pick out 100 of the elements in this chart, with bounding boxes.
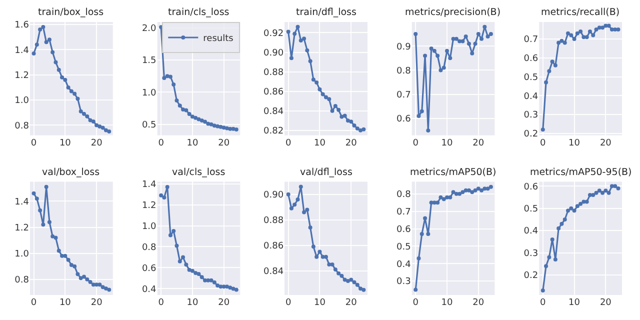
point (50, 50, 55, 54)
chart-title: metrics/mAP50-95(B) (530, 167, 632, 178)
point (82, 274, 86, 279)
point (286, 30, 290, 34)
point (54, 236, 58, 240)
point (76, 272, 80, 276)
point (165, 184, 170, 189)
point (289, 56, 294, 60)
point (296, 198, 300, 202)
point (342, 278, 347, 282)
point (88, 280, 92, 284)
chart-title: metrics/recall(B) (541, 7, 620, 18)
point (597, 188, 602, 193)
point (556, 226, 561, 230)
point (324, 95, 328, 100)
point (466, 188, 471, 192)
point (168, 74, 172, 79)
point (94, 123, 99, 128)
point (578, 202, 583, 206)
point (480, 36, 484, 41)
point (187, 112, 192, 116)
point (604, 24, 608, 28)
point (34, 42, 39, 47)
point (32, 191, 36, 196)
point (432, 48, 436, 53)
point (41, 222, 46, 227)
y-tick-label: 1.2 (14, 71, 29, 82)
point (69, 89, 74, 94)
point (575, 204, 580, 208)
point (44, 184, 48, 189)
point (352, 280, 356, 284)
y-tick-label: 0.5 (142, 120, 156, 130)
y-tick-label: 1.0 (142, 88, 157, 98)
y-tick-label: 1.0 (14, 249, 30, 260)
point (174, 98, 179, 103)
x-tick-label: 10 (441, 298, 453, 308)
point (572, 208, 576, 213)
point (423, 216, 428, 220)
y-tick-label: 1.4 (142, 180, 157, 190)
point (420, 109, 424, 114)
point (196, 117, 201, 122)
point (429, 46, 434, 51)
point (311, 78, 316, 82)
y-tick-label: 0.5 (524, 72, 538, 83)
point (544, 80, 548, 84)
point (196, 272, 201, 276)
point (298, 184, 303, 189)
y-tick-label: 1.4 (14, 197, 30, 208)
point (358, 128, 363, 132)
y-tick-label: 0.88 (264, 216, 284, 226)
point (480, 188, 484, 192)
point (228, 286, 232, 290)
chart-title: train/dfl_loss (296, 7, 356, 18)
point (56, 68, 61, 72)
y-tick-label: 1.4 (14, 46, 30, 56)
chart-title: metrics/mAP50(B) (410, 167, 496, 178)
point (355, 126, 360, 130)
point (594, 190, 598, 195)
point (482, 186, 487, 191)
point (416, 256, 421, 260)
point (85, 277, 90, 282)
point (327, 262, 332, 266)
y-tick-label: 0.4 (524, 92, 538, 102)
x-tick-label: 10 (186, 298, 198, 308)
point (584, 200, 589, 204)
point (178, 104, 182, 108)
point (314, 254, 319, 259)
point (314, 80, 319, 85)
point (340, 274, 344, 278)
y-tick-label: 0.84 (264, 107, 284, 118)
legend-label: results (203, 34, 234, 44)
y-tick-label: 1.0 (142, 222, 157, 232)
point (305, 208, 310, 212)
y-tick-label: 0.7 (524, 35, 538, 46)
point (66, 258, 70, 262)
point (318, 87, 322, 92)
x-tick-label: 10 (568, 298, 580, 308)
point (216, 124, 220, 128)
point (85, 114, 90, 118)
point (540, 288, 545, 293)
y-tick-label: 0.3 (524, 248, 538, 259)
y-tick-label: 0.88 (264, 68, 284, 78)
x-tick-label: 20 (345, 138, 358, 148)
x-tick-label: 10 (59, 138, 72, 148)
point (458, 192, 462, 196)
point (162, 76, 166, 80)
point (473, 42, 478, 46)
point (436, 200, 440, 205)
y-tick-label: 0.4 (396, 260, 412, 270)
point (604, 188, 608, 193)
point (218, 124, 223, 129)
point (566, 208, 570, 213)
y-tick-label: 0.92 (264, 28, 284, 39)
point (488, 184, 493, 189)
point (206, 278, 210, 282)
point (445, 48, 449, 53)
point (606, 190, 611, 195)
y-tick-label: 0.2 (524, 271, 538, 282)
point (414, 288, 418, 292)
point (362, 288, 366, 292)
